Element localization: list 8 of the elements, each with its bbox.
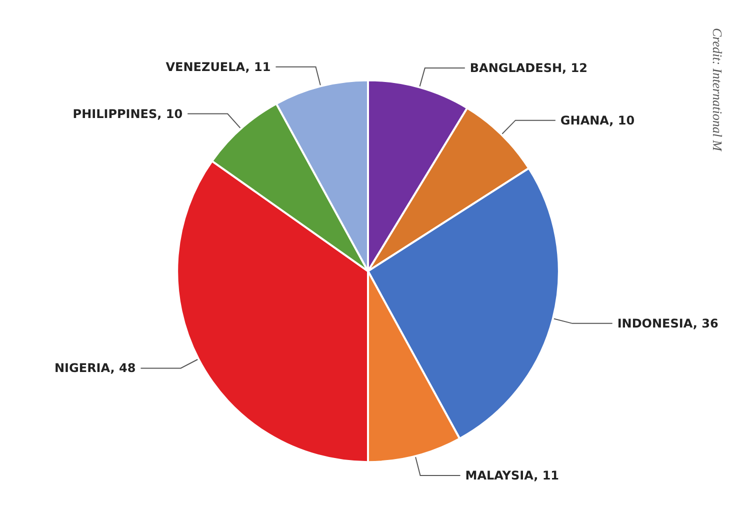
slice-label: MALAYSIA, 11: [465, 468, 560, 482]
slice-label: INDONESIA, 36: [617, 316, 718, 330]
slice-label: BANGLADESH, 12: [470, 61, 588, 76]
slice-label: PHILIPPINES, 10: [72, 106, 183, 121]
text: Credit: International M: [710, 28, 725, 152]
slice-label: VENEZUELA, 11: [166, 60, 271, 74]
slice-label: GHANA, 10: [560, 113, 635, 128]
slice-label: NIGERIA, 48: [54, 361, 136, 376]
